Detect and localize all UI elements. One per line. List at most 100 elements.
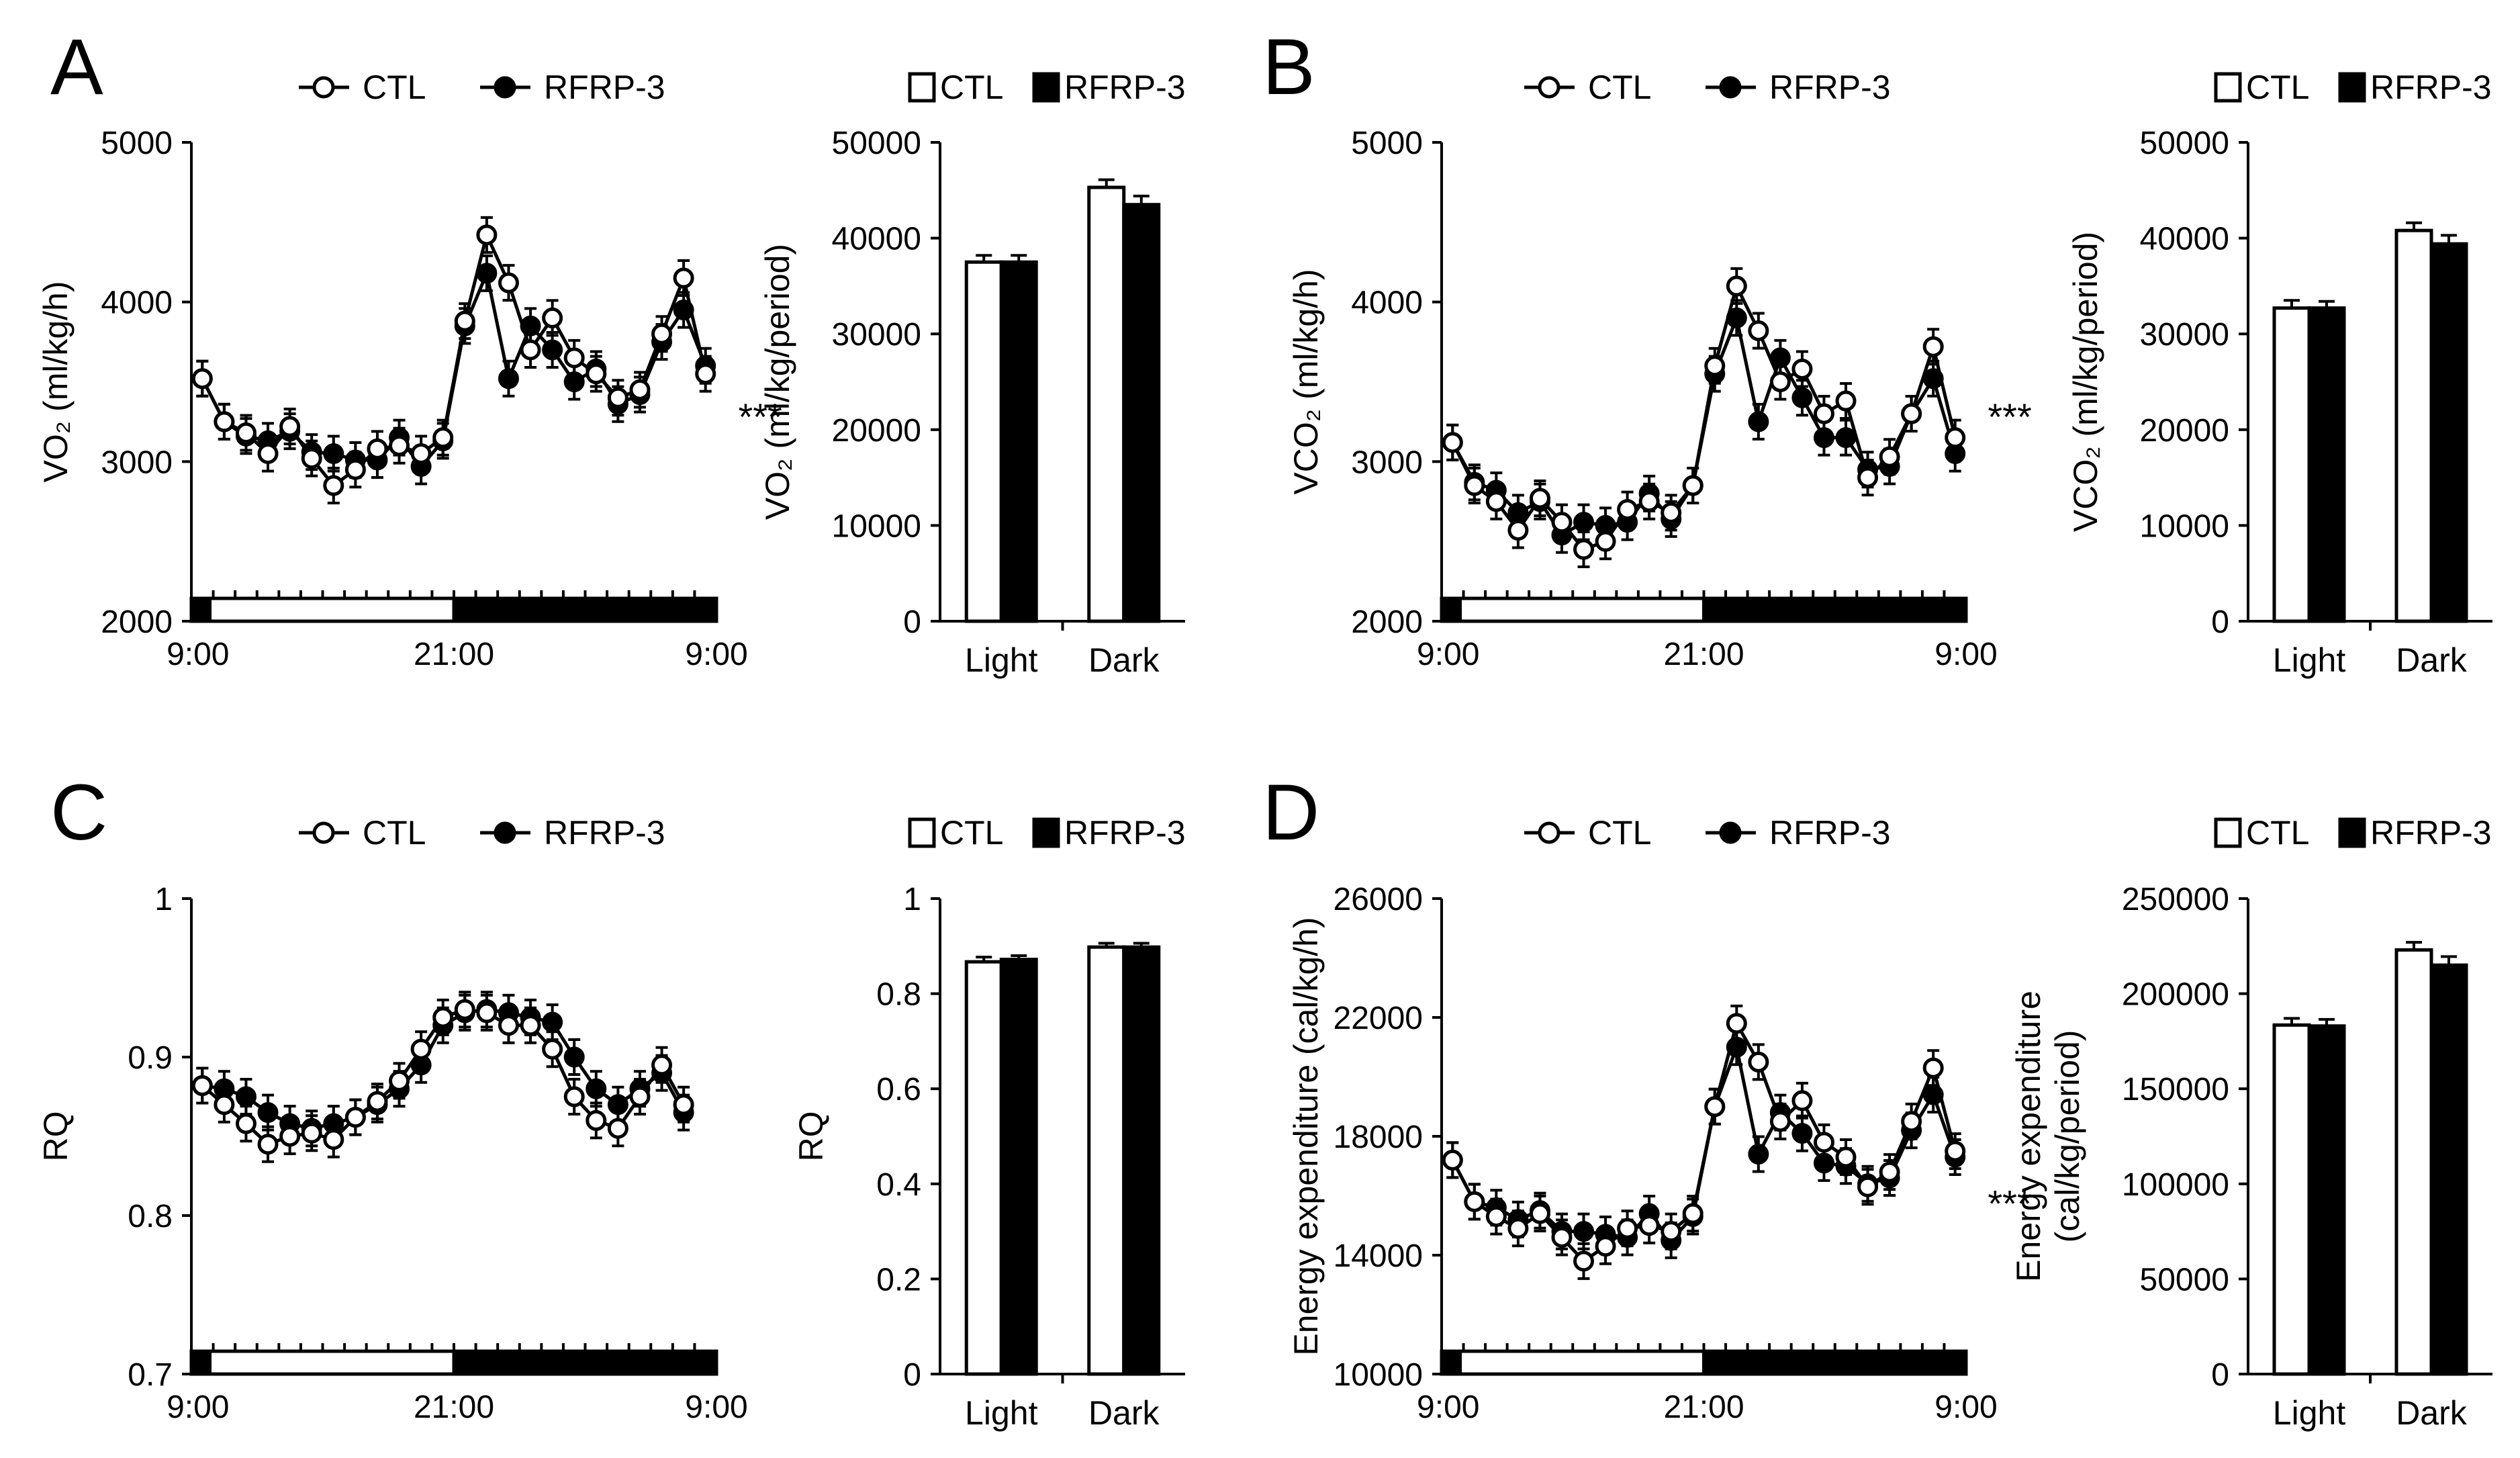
bar-chart-B: 0 10000 20000 30000 40000 50000 Light Dark VCO₂ … [2067,126,2492,679]
y-tick-label: 0.8 [128,1199,173,1234]
legend-marker-ctl [1538,821,1560,844]
data-point-ctl [1551,512,1573,533]
data-point-ctl [542,1038,563,1060]
legend-label-rfrp: RFRP-3 [1769,69,1891,106]
bar-ctl [1087,945,1126,1376]
data-point-ctl [191,1075,213,1096]
data-point-rfrp [498,368,519,390]
bar-rfrp [2307,1024,2346,1376]
data-point-ctl [1813,1132,1834,1153]
data-point-ctl [673,267,694,289]
legend-swatch-rfrp [2338,72,2366,103]
panel-letter-D: D [1262,768,1319,857]
x-tick-label: 9:00 [1417,637,1479,672]
x-category-label: Dark [1088,1394,1160,1432]
data-point-ctl [344,459,366,480]
data-point-ctl [257,1134,279,1155]
line-chart-D: 10000 14000 18000 22000 26000 9:00 21:00 9:00 En… [1287,882,2032,1425]
panel-letter-C: C [50,768,107,857]
y-tick-label: 20000 [832,413,921,449]
x-category-label: Light [965,641,1038,679]
data-point-ctl [607,1118,628,1139]
data-point-ctl [1879,446,1900,467]
data-point-ctl [432,427,454,449]
data-point-rfrp [542,339,563,361]
light-phase-bar [1440,596,1706,623]
data-point-ctl [1464,475,1485,496]
x-tick-label: 9:00 [1417,1389,1479,1425]
data-point-ctl [1507,1218,1529,1239]
data-point-ctl [695,363,716,385]
significance-annotation: *** [738,396,782,438]
y-tick-label: 1 [154,882,173,917]
x-tick-label: 21:00 [1663,637,1744,672]
data-point-ctl [1922,336,1944,357]
legend-marker-rfrp [1719,821,1742,844]
data-point-rfrp [1791,387,1813,408]
data-point-ctl [235,422,256,444]
data-point-ctl [191,368,213,390]
bar-legend-A: CTL RFRP-3 [908,69,1186,106]
data-point-ctl [214,411,235,432]
legend-swatch-ctl [908,72,936,103]
y-axis-label: VO₂ (ml/kg/h) [37,281,75,483]
legend-label-rfrp: RFRP-3 [1064,69,1186,106]
line-chart-B: 2000 3000 4000 5000 9:00 21:00 9:00 VCO₂ (ml/kg… [1287,126,2032,672]
y-axis-label-line: (cal/kg/period) [2049,1030,2086,1243]
bar-chart-A: 0 10000 20000 30000 40000 50000 Light Dark VO₂ (… [759,126,1185,679]
dark-phase-bar [1702,596,1968,623]
data-point-ctl [1791,1090,1813,1111]
data-point-ctl [323,475,344,496]
bar-legend-D: CTL RFRP-3 [2214,814,2492,852]
legend-label-rfrp: RFRP-3 [1769,814,1891,852]
data-point-ctl [1638,1215,1660,1236]
significance-annotation: *** [1988,396,2031,438]
legend-label-ctl: CTL [940,814,1003,852]
significance-annotation: *** [1988,1182,2031,1224]
data-point-rfrp [1835,427,1857,449]
legend-label-ctl: CTL [2246,814,2309,852]
light-phase-bar [189,596,456,623]
data-point-rfrp [1748,411,1769,432]
data-point-ctl [1835,1146,1857,1168]
dark-phase-lead [1442,1351,1462,1374]
bar-ctl [1087,185,1126,623]
bar-rfrp [2429,242,2468,623]
bar-rfrp [1122,945,1161,1376]
data-point-ctl [323,1129,344,1150]
data-point-ctl [1813,403,1834,424]
bar-ctl [2394,948,2433,1376]
y-tick-label: 0 [903,1357,921,1393]
data-point-ctl [651,323,673,345]
y-tick-label: 50000 [2140,1262,2229,1297]
y-tick-label: 30000 [2140,317,2229,353]
data-point-rfrp [1748,1144,1769,1165]
series-line-ctl [201,230,708,488]
legend-swatch-ctl [908,817,936,848]
y-tick-label: 0 [2211,604,2229,640]
data-point-ctl [1748,320,1769,341]
data-point-ctl [1682,475,1704,496]
data-point-ctl [1901,403,1922,424]
bar-ctl [2394,228,2433,623]
data-point-ctl [1617,499,1638,520]
y-axis-label: VCO₂ (ml/kg/h) [1287,269,1325,494]
data-point-ctl [1945,427,1966,449]
data-point-ctl [673,1094,694,1115]
y-tick-label: 4000 [1351,285,1423,321]
y-tick-label: 200000 [2122,977,2229,1013]
x-tick-label: 9:00 [1934,637,1997,672]
y-tick-label: 0.7 [128,1357,173,1393]
data-point-ctl [1507,520,1529,541]
data-point-rfrp [257,1102,279,1124]
light-phase-bar [1440,1349,1706,1376]
data-point-ctl [1769,371,1791,392]
dark-phase-lead [191,1351,212,1374]
data-point-ctl [1529,488,1550,509]
legend-label-ctl: CTL [363,814,426,852]
data-point-ctl [454,999,475,1020]
data-point-ctl [1704,1096,1726,1118]
legend-label-rfrp: RFRP-3 [544,69,665,106]
dark-phase-bar [452,1349,718,1376]
